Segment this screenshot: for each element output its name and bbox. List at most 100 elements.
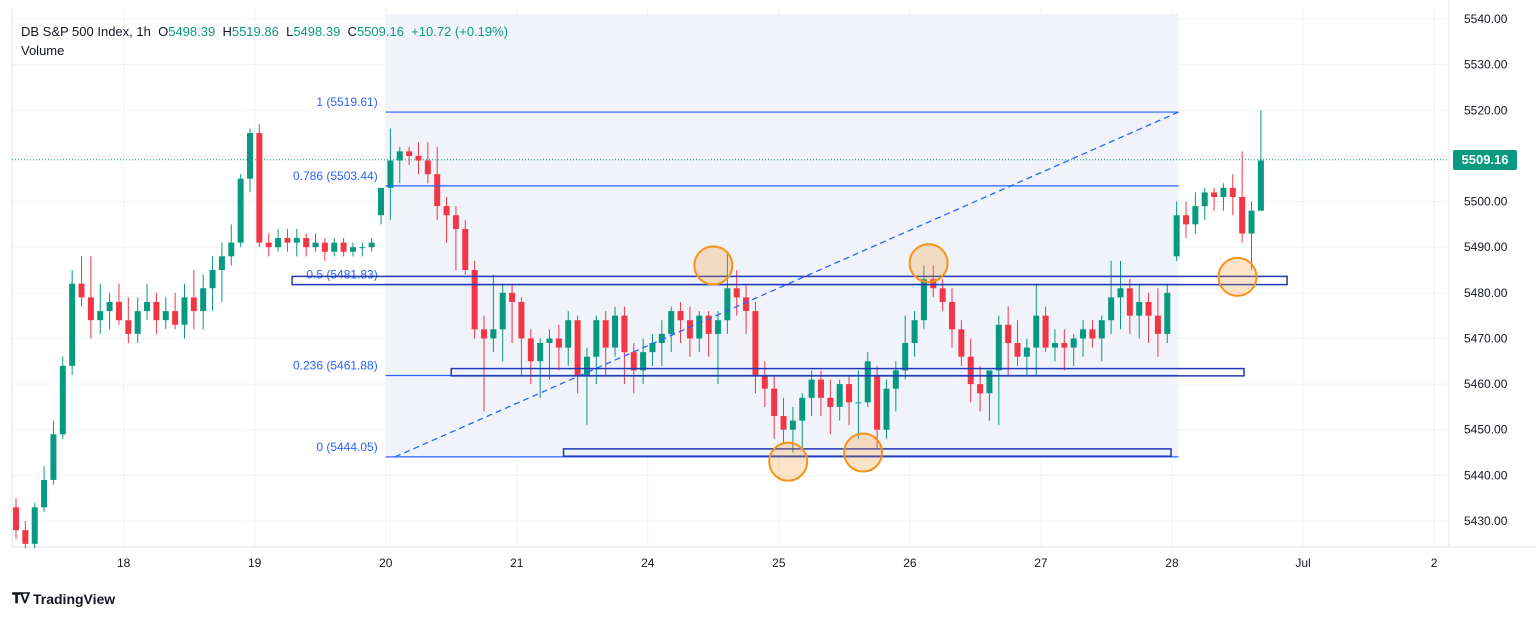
candle-body[interactable] xyxy=(78,283,85,298)
candle-body[interactable] xyxy=(87,297,94,321)
candle-body[interactable] xyxy=(761,374,768,389)
candle-body[interactable] xyxy=(1220,187,1227,197)
candle-body[interactable] xyxy=(874,374,881,430)
candle-body[interactable] xyxy=(1154,315,1161,334)
candle-body[interactable] xyxy=(153,301,160,321)
candle-body[interactable] xyxy=(995,324,1002,371)
candle-body[interactable] xyxy=(1014,343,1021,357)
support-resistance-zone[interactable] xyxy=(291,275,1288,286)
candle-body[interactable] xyxy=(256,133,263,243)
candle-body[interactable] xyxy=(855,402,862,404)
candle-body[interactable] xyxy=(724,288,731,321)
candle-body[interactable] xyxy=(340,242,347,252)
candle-body[interactable] xyxy=(368,242,375,248)
candle-body[interactable] xyxy=(41,479,48,508)
candle-body[interactable] xyxy=(677,311,684,321)
candle-body[interactable] xyxy=(836,384,843,407)
candle-body[interactable] xyxy=(125,320,132,334)
candle-body[interactable] xyxy=(527,338,534,362)
candle-body[interactable] xyxy=(593,320,600,357)
candle-body[interactable] xyxy=(1108,297,1115,321)
candle-body[interactable] xyxy=(1229,187,1236,197)
candle-body[interactable] xyxy=(1005,324,1012,344)
support-resistance-zone[interactable] xyxy=(562,448,1172,457)
candle-body[interactable] xyxy=(265,242,272,248)
candle-body[interactable] xyxy=(424,160,431,175)
highlight-circle[interactable] xyxy=(908,243,949,284)
candle-body[interactable] xyxy=(1201,192,1208,207)
candle-body[interactable] xyxy=(939,288,946,302)
candle-body[interactable] xyxy=(583,356,590,375)
candle-body[interactable] xyxy=(228,242,235,257)
candle-body[interactable] xyxy=(172,311,179,325)
candle-body[interactable] xyxy=(293,238,300,243)
candle-body[interactable] xyxy=(284,238,291,243)
candle-body[interactable] xyxy=(1248,210,1255,234)
candle-body[interactable] xyxy=(555,338,562,348)
candle-body[interactable] xyxy=(303,238,310,248)
candle-body[interactable] xyxy=(509,292,516,302)
candle-body[interactable] xyxy=(977,384,984,394)
candle-body[interactable] xyxy=(733,288,740,298)
candle-body[interactable] xyxy=(396,151,403,161)
candle-body[interactable] xyxy=(247,133,253,179)
candle-body[interactable] xyxy=(827,397,834,407)
candle-body[interactable] xyxy=(958,329,965,357)
candle-body[interactable] xyxy=(1089,329,1096,339)
candle-body[interactable] xyxy=(780,416,787,430)
candle-body[interactable] xyxy=(658,333,665,344)
candle-body[interactable] xyxy=(537,343,544,362)
candle-body[interactable] xyxy=(321,242,328,252)
candle-body[interactable] xyxy=(696,315,703,339)
candle-body[interactable] xyxy=(312,242,319,248)
candle-body[interactable] xyxy=(602,320,609,348)
candle-body[interactable] xyxy=(97,311,104,321)
candle-body[interactable] xyxy=(752,311,759,375)
candle-body[interactable] xyxy=(640,352,647,371)
candle-body[interactable] xyxy=(1070,338,1077,348)
candle-body[interactable] xyxy=(743,297,750,312)
candle-body[interactable] xyxy=(817,379,824,398)
candle-body[interactable] xyxy=(686,320,693,339)
candle-body[interactable] xyxy=(565,320,572,348)
candle-body[interactable] xyxy=(434,174,441,207)
candle-body[interactable] xyxy=(1192,206,1199,225)
candle-body[interactable] xyxy=(378,187,385,216)
candle-body[interactable] xyxy=(986,370,993,394)
candle-body[interactable] xyxy=(883,388,890,430)
candle-body[interactable] xyxy=(22,530,29,544)
candle-body[interactable] xyxy=(190,297,197,312)
candle-body[interactable] xyxy=(1023,347,1030,357)
candle-body[interactable] xyxy=(209,270,216,289)
candle-body[interactable] xyxy=(406,151,413,156)
candle-body[interactable] xyxy=(69,283,76,366)
tradingview-brand[interactable]: 𝐓∇ TradingView xyxy=(12,590,115,607)
candle-body[interactable] xyxy=(612,315,619,348)
candle-body[interactable] xyxy=(1183,215,1189,225)
candle-body[interactable] xyxy=(949,301,955,330)
candle-body[interactable] xyxy=(892,370,899,389)
candle-body[interactable] xyxy=(331,242,338,252)
candle-body[interactable] xyxy=(1173,215,1180,257)
candle-body[interactable] xyxy=(1136,301,1143,316)
candle-body[interactable] xyxy=(930,279,937,289)
candle-body[interactable] xyxy=(1033,315,1040,348)
candle-body[interactable] xyxy=(1145,301,1152,316)
candle-body[interactable] xyxy=(1051,343,1058,348)
fib-trend-line[interactable] xyxy=(394,111,1179,458)
candle-body[interactable] xyxy=(846,384,853,403)
candle-body[interactable] xyxy=(621,315,628,353)
candle-body[interactable] xyxy=(50,434,57,480)
candle-body[interactable] xyxy=(481,329,487,339)
candle-body[interactable] xyxy=(789,420,796,430)
candle-body[interactable] xyxy=(115,301,122,321)
candle-body[interactable] xyxy=(452,215,459,229)
candle-body[interactable] xyxy=(1061,343,1068,348)
candle-body[interactable] xyxy=(443,206,450,216)
candle-body[interactable] xyxy=(462,228,469,270)
candle-body[interactable] xyxy=(1042,315,1049,348)
candle-body[interactable] xyxy=(275,238,282,248)
highlight-circle[interactable] xyxy=(693,245,734,286)
volume-label[interactable]: Volume xyxy=(21,43,65,58)
support-resistance-zone[interactable] xyxy=(450,367,1245,377)
